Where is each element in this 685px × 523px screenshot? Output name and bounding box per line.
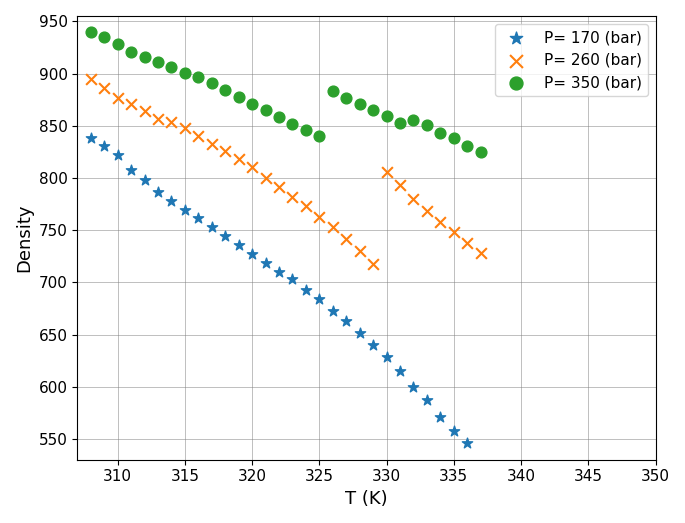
P= 170 (bar) (112, 151, 123, 159)
P= 260 (bar) (139, 107, 150, 116)
P= 260 (bar) (192, 132, 203, 141)
P= 170 (bar) (260, 258, 271, 267)
P= 350 (bar) (139, 53, 150, 61)
P= 260 (bar) (435, 218, 446, 226)
P= 170 (bar) (395, 367, 406, 375)
P= 350 (bar) (327, 87, 338, 96)
P= 350 (bar) (287, 120, 298, 128)
P= 350 (bar) (247, 100, 258, 108)
P= 170 (bar) (368, 341, 379, 349)
P= 170 (bar) (273, 268, 284, 276)
P= 170 (bar) (314, 295, 325, 303)
Y-axis label: Density: Density (15, 204, 33, 272)
P= 170 (bar) (233, 241, 244, 249)
P= 170 (bar) (381, 353, 392, 361)
P= 350 (bar) (435, 129, 446, 138)
P= 170 (bar) (139, 176, 150, 184)
P= 350 (bar) (125, 48, 136, 56)
P= 260 (bar) (475, 249, 486, 257)
P= 170 (bar) (340, 317, 351, 325)
P= 170 (bar) (301, 286, 312, 294)
P= 170 (bar) (220, 232, 231, 241)
P= 260 (bar) (395, 181, 406, 189)
P= 350 (bar) (220, 86, 231, 95)
P= 170 (bar) (192, 213, 203, 222)
P= 260 (bar) (408, 195, 419, 203)
P= 260 (bar) (273, 183, 284, 191)
P= 170 (bar) (85, 134, 96, 143)
P= 350 (bar) (462, 141, 473, 150)
P= 260 (bar) (354, 247, 365, 255)
P= 260 (bar) (233, 155, 244, 163)
P= 350 (bar) (206, 79, 217, 87)
P= 350 (bar) (395, 119, 406, 127)
P= 350 (bar) (448, 134, 459, 143)
P= 260 (bar) (220, 146, 231, 155)
P= 260 (bar) (327, 223, 338, 231)
P= 170 (bar) (166, 197, 177, 205)
P= 170 (bar) (99, 141, 110, 150)
P= 170 (bar) (435, 413, 446, 421)
P= 350 (bar) (381, 112, 392, 121)
P= 260 (bar) (85, 75, 96, 83)
P= 350 (bar) (475, 147, 486, 156)
P= 350 (bar) (408, 116, 419, 124)
P= 350 (bar) (368, 106, 379, 115)
P= 170 (bar) (179, 206, 190, 214)
P= 350 (bar) (340, 94, 351, 102)
P= 350 (bar) (166, 63, 177, 72)
P= 170 (bar) (448, 426, 459, 435)
P= 260 (bar) (179, 124, 190, 132)
P= 350 (bar) (314, 132, 325, 141)
P= 170 (bar) (125, 165, 136, 174)
P= 260 (bar) (125, 100, 136, 108)
P= 170 (bar) (408, 382, 419, 391)
P= 350 (bar) (273, 113, 284, 122)
P= 350 (bar) (153, 58, 164, 66)
P= 260 (bar) (247, 162, 258, 170)
P= 350 (bar) (112, 40, 123, 49)
P= 170 (bar) (354, 329, 365, 338)
P= 170 (bar) (287, 275, 298, 283)
P= 350 (bar) (192, 73, 203, 81)
P= 260 (bar) (314, 212, 325, 221)
P= 350 (bar) (354, 100, 365, 108)
P= 170 (bar) (206, 223, 217, 231)
P= 260 (bar) (368, 259, 379, 268)
Legend: P= 170 (bar), P= 260 (bar), P= 350 (bar): P= 170 (bar), P= 260 (bar), P= 350 (bar) (495, 24, 648, 96)
P= 350 (bar) (85, 28, 96, 36)
P= 260 (bar) (301, 202, 312, 210)
P= 170 (bar) (421, 396, 432, 404)
P= 170 (bar) (462, 439, 473, 447)
P= 350 (bar) (233, 93, 244, 101)
P= 260 (bar) (462, 238, 473, 247)
P= 170 (bar) (327, 306, 338, 315)
P= 350 (bar) (179, 69, 190, 77)
P= 260 (bar) (260, 174, 271, 182)
P= 260 (bar) (112, 94, 123, 102)
P= 260 (bar) (340, 234, 351, 243)
P= 260 (bar) (153, 115, 164, 123)
P= 350 (bar) (421, 121, 432, 129)
P= 170 (bar) (247, 250, 258, 258)
P= 260 (bar) (99, 84, 110, 93)
P= 350 (bar) (301, 126, 312, 134)
P= 260 (bar) (381, 167, 392, 176)
P= 350 (bar) (260, 106, 271, 115)
P= 260 (bar) (206, 139, 217, 147)
P= 170 (bar) (153, 187, 164, 196)
P= 260 (bar) (448, 228, 459, 236)
P= 260 (bar) (166, 118, 177, 126)
X-axis label: T (K): T (K) (345, 490, 388, 508)
P= 260 (bar) (421, 207, 432, 215)
P= 350 (bar) (99, 33, 110, 41)
P= 260 (bar) (287, 192, 298, 201)
